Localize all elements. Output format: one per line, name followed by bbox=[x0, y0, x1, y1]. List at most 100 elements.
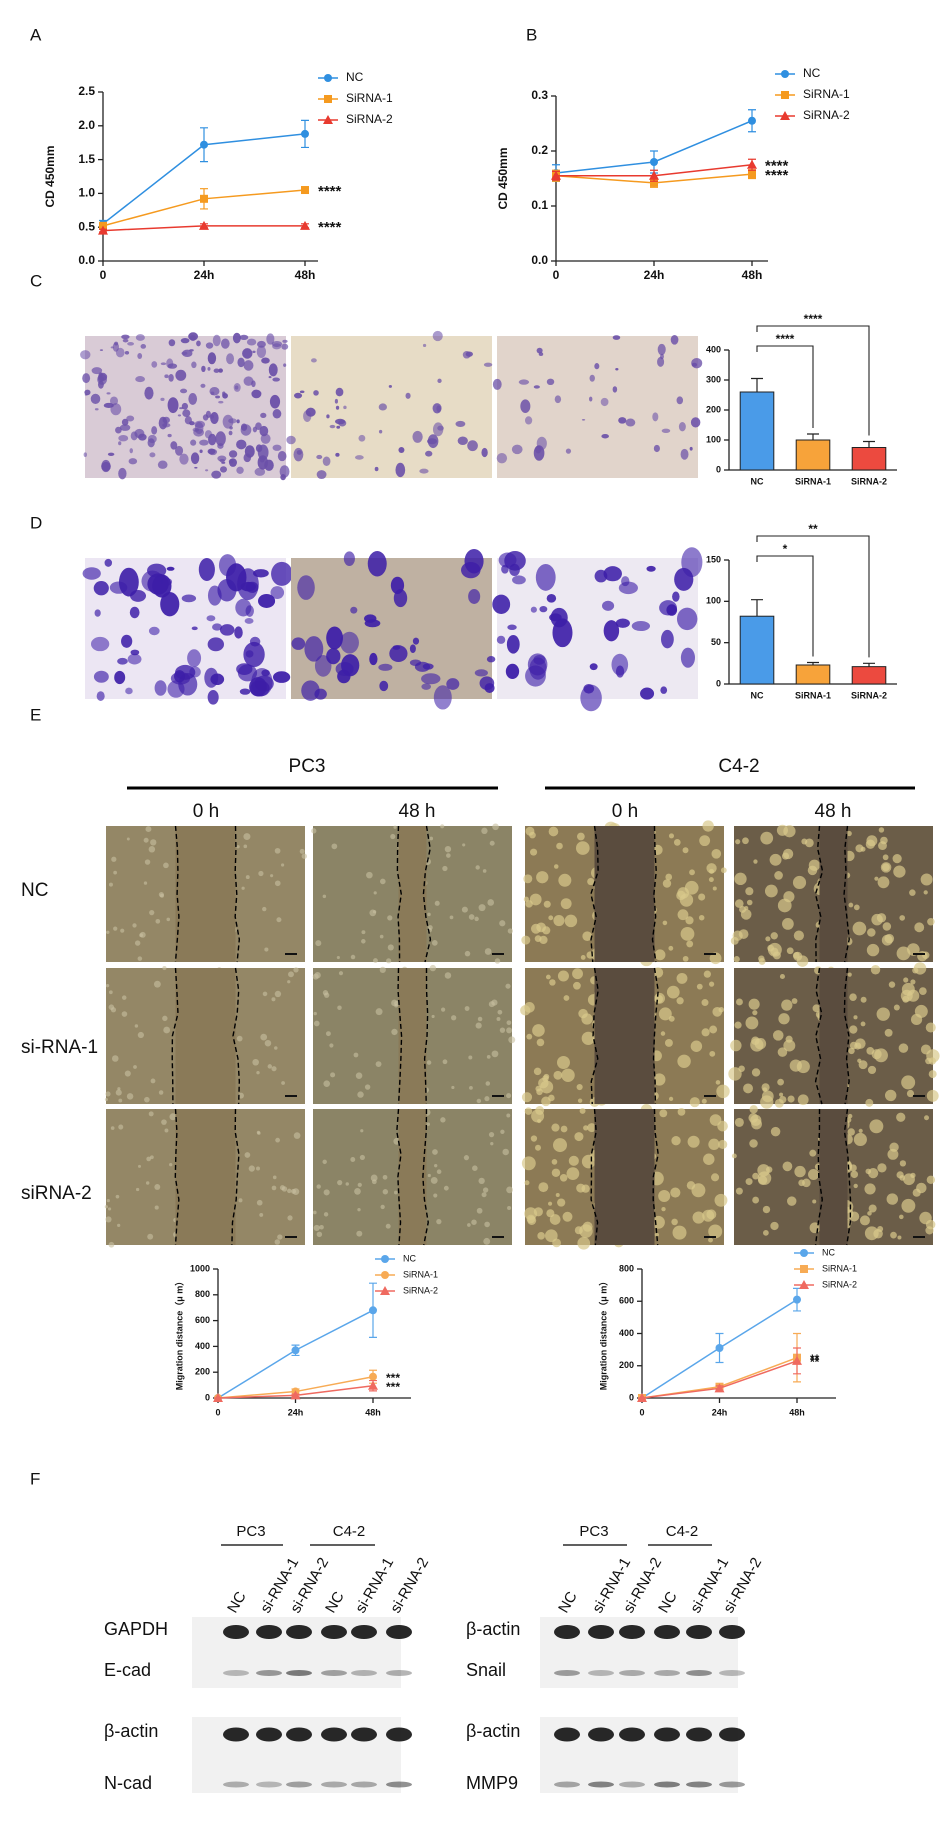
cell-cluster bbox=[654, 1232, 659, 1237]
stained-cell bbox=[127, 653, 142, 665]
cell-cluster bbox=[870, 965, 881, 975]
data-point bbox=[748, 170, 756, 179]
cell-cluster bbox=[864, 1183, 876, 1195]
cell-cluster bbox=[431, 940, 438, 946]
wound-gap bbox=[398, 968, 427, 1104]
blot-band bbox=[256, 1670, 282, 1676]
cell-cluster bbox=[482, 869, 487, 873]
stained-cell bbox=[234, 626, 243, 639]
cell-cluster bbox=[135, 1187, 140, 1192]
stained-cell bbox=[549, 613, 562, 622]
cell-cluster bbox=[752, 1010, 758, 1016]
cell-cluster bbox=[577, 1236, 591, 1250]
stained-cell bbox=[329, 424, 336, 429]
cell-cluster bbox=[158, 1090, 164, 1095]
stained-cell bbox=[272, 444, 282, 451]
blot-band bbox=[588, 1781, 614, 1788]
cell-cluster bbox=[487, 899, 495, 906]
cell-cluster bbox=[107, 1207, 112, 1211]
row-label: siRNA-2 bbox=[21, 1183, 92, 1204]
cell-cluster bbox=[542, 1075, 549, 1082]
stained-cell bbox=[84, 389, 91, 396]
stained-cell bbox=[255, 422, 262, 430]
cell-cluster bbox=[121, 1011, 128, 1017]
stained-cell bbox=[603, 566, 622, 582]
cell-cluster bbox=[364, 1084, 371, 1090]
stained-cell bbox=[190, 452, 200, 465]
cell-cluster bbox=[468, 914, 475, 920]
stained-cell bbox=[310, 358, 317, 363]
cell-cluster bbox=[893, 865, 906, 878]
blot-band bbox=[256, 1625, 282, 1639]
cell-cluster bbox=[373, 958, 378, 963]
cell-cluster bbox=[555, 1192, 560, 1197]
data-point bbox=[369, 1372, 377, 1381]
stained-cell bbox=[589, 374, 595, 382]
cell-cluster bbox=[551, 1159, 558, 1165]
cell-cluster bbox=[701, 1028, 710, 1037]
stained-cell bbox=[179, 453, 189, 465]
cell-cluster bbox=[868, 1204, 877, 1213]
stained-cell bbox=[236, 439, 247, 450]
cell-cluster bbox=[163, 862, 169, 869]
cell-cluster bbox=[280, 863, 285, 867]
wound-gap bbox=[819, 1109, 848, 1245]
cell-cluster bbox=[118, 1098, 123, 1103]
cell-cluster bbox=[134, 1024, 139, 1028]
cell-cluster bbox=[442, 1059, 448, 1065]
cell-cluster bbox=[391, 999, 398, 1007]
cell-cluster bbox=[770, 932, 778, 940]
stained-cell bbox=[266, 333, 275, 345]
cell-cluster bbox=[144, 859, 151, 865]
cell-cluster bbox=[245, 875, 250, 880]
cell-cluster bbox=[888, 981, 896, 988]
cell-cluster bbox=[264, 1039, 272, 1047]
stained-cell bbox=[151, 361, 158, 368]
stained-cell bbox=[281, 343, 289, 350]
cell-cluster bbox=[104, 1205, 108, 1209]
stained-cell bbox=[657, 356, 665, 367]
cell-cluster bbox=[311, 828, 317, 834]
stained-cell bbox=[114, 670, 126, 685]
cell-cluster bbox=[867, 1211, 872, 1216]
cell-cluster bbox=[661, 1206, 666, 1212]
cell-cluster bbox=[899, 1160, 907, 1167]
cell-cluster bbox=[733, 956, 740, 963]
cell-cluster bbox=[560, 898, 572, 910]
data-point bbox=[551, 170, 561, 180]
cell-cluster bbox=[436, 1169, 442, 1175]
cell-cluster bbox=[464, 1006, 470, 1011]
significance: **** bbox=[804, 312, 823, 326]
cell-cluster bbox=[654, 994, 663, 1004]
stained-cell bbox=[220, 338, 230, 349]
stained-cell bbox=[271, 561, 293, 586]
cell-cluster bbox=[668, 1015, 675, 1022]
cell-cluster bbox=[751, 1068, 761, 1077]
blot-band bbox=[321, 1670, 347, 1676]
cell-cluster bbox=[553, 1138, 568, 1153]
stained-cell bbox=[251, 389, 262, 399]
stained-cell bbox=[612, 335, 621, 340]
stained-cell bbox=[358, 434, 366, 442]
stained-cell bbox=[492, 378, 502, 390]
cell-cluster bbox=[440, 824, 445, 829]
cell-cluster bbox=[258, 870, 264, 877]
stained-cell bbox=[217, 455, 227, 462]
stained-cell bbox=[680, 647, 695, 668]
cell-cluster bbox=[491, 1050, 499, 1058]
blot-band bbox=[619, 1727, 645, 1742]
stained-cell bbox=[228, 450, 238, 458]
stained-cell bbox=[691, 357, 703, 369]
stained-cell bbox=[239, 334, 249, 341]
y-tick-label: 1.5 bbox=[78, 152, 95, 166]
stained-cell bbox=[269, 394, 281, 409]
stained-cell bbox=[335, 452, 340, 457]
cell-cluster bbox=[709, 868, 715, 874]
stained-cell bbox=[492, 594, 511, 615]
stained-cell bbox=[646, 565, 656, 572]
cell-cluster bbox=[105, 1091, 111, 1097]
cell-cluster bbox=[271, 1185, 277, 1191]
data-point bbox=[199, 220, 209, 230]
cell-cluster bbox=[920, 1044, 931, 1055]
